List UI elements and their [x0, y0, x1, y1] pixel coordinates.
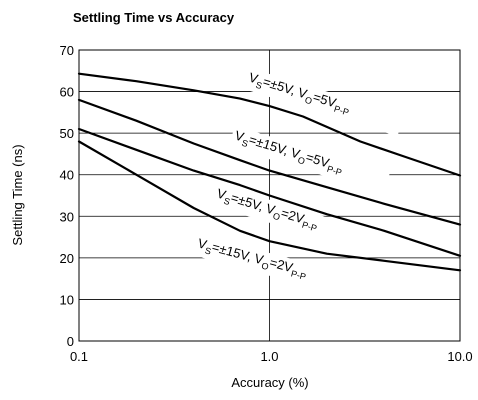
series-line-4	[77, 140, 462, 272]
y-tick-label: 60	[60, 85, 74, 100]
series-labels: VS=±5V, VO=5VP-PVS=±15V, VO=5VP-PVS=±5V,…	[191, 67, 404, 297]
x-tick-label: 10.0	[447, 349, 472, 364]
series-line-2	[77, 98, 462, 226]
series-line-1	[77, 72, 462, 177]
y-tick-label: 70	[60, 43, 74, 58]
series-label-background	[242, 67, 404, 137]
x-tick-labels: 0.1 1.0 10.0	[70, 349, 473, 364]
series-label-background	[228, 125, 390, 195]
chart-title: Settling Time vs Accuracy	[73, 10, 235, 25]
y-tick-label: 0	[67, 334, 74, 349]
series-line-3	[77, 127, 462, 257]
plot-frame	[78, 49, 461, 342]
y-tick-label: 10	[60, 292, 74, 307]
series-lines	[77, 72, 462, 272]
y-axis-label: Settling Time (ns)	[10, 144, 25, 245]
x-axis-label: Accuracy (%)	[231, 375, 308, 390]
y-tick-label: 40	[60, 168, 74, 183]
series-label-background	[191, 233, 354, 297]
y-tick-labels: 0 10 20 30 40 50 60 70	[60, 43, 74, 349]
y-tick-label: 30	[60, 209, 74, 224]
y-tick-label: 50	[60, 126, 74, 141]
y-tick-label: 20	[60, 251, 74, 266]
series-label-background	[210, 183, 372, 253]
x-tick-label: 1.0	[260, 349, 278, 364]
x-tick-label: 0.1	[70, 349, 88, 364]
